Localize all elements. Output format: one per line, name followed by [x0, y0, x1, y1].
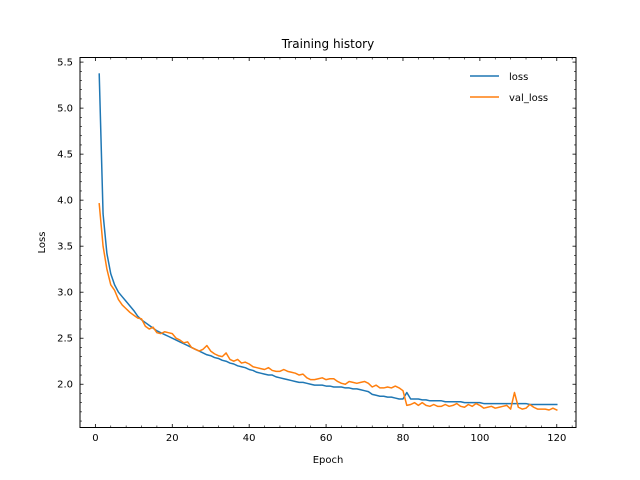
x-axis-title: Epoch	[313, 455, 344, 466]
x-tick-label: 40	[243, 433, 256, 444]
x-tick-label: 100	[470, 433, 489, 444]
legend: loss val_loss	[470, 72, 548, 104]
series-line-val-loss	[98, 203, 558, 412]
plot-area-frame	[79, 57, 577, 428]
x-tick-label: 60	[320, 433, 333, 444]
chart-title: Training history	[281, 37, 374, 51]
x-tick-label: 80	[397, 433, 410, 444]
legend-label-val-loss: val_loss	[509, 93, 548, 104]
y-tick-label: 5.0	[57, 104, 73, 115]
y-tick-label: 4.0	[57, 196, 73, 207]
series-line-loss	[98, 73, 558, 406]
axis-ticks: 0 20 40 60 80 100 120 2.0 2.5 3.0 3.5 4.0 4.5 5.0 5.5	[57, 57, 576, 444]
x-tick-label: 20	[166, 433, 179, 444]
y-tick-label: 4.5	[57, 150, 73, 161]
y-tick-label: 2.0	[57, 380, 73, 391]
y-axis-title: Loss	[37, 232, 48, 254]
y-tick-label: 5.5	[57, 58, 73, 69]
legend-label-loss: loss	[509, 72, 528, 83]
y-tick-label: 3.0	[57, 288, 73, 299]
series-lines	[98, 73, 558, 412]
y-tick-label: 2.5	[57, 334, 73, 345]
y-tick-label: 3.5	[57, 242, 73, 253]
x-tick-label: 120	[547, 433, 566, 444]
x-tick-label: 0	[92, 433, 98, 444]
